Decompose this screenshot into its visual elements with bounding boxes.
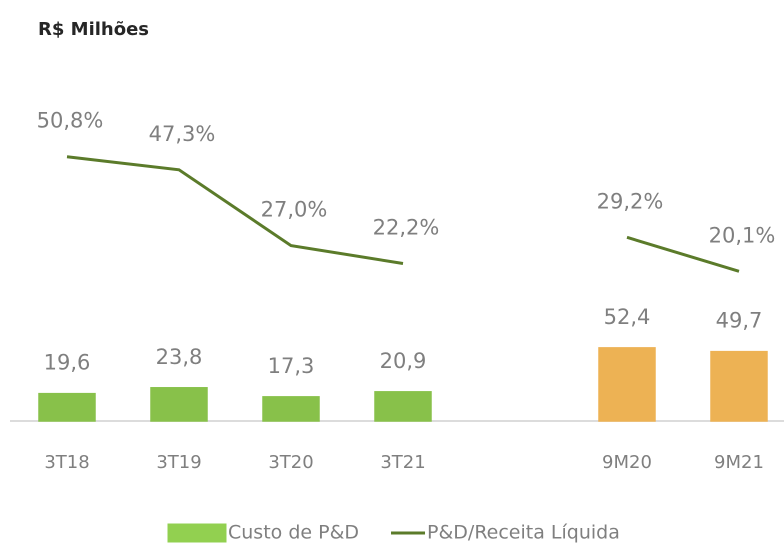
line-value-label: 29,2%	[597, 189, 664, 213]
bar	[374, 391, 432, 422]
bar-value-label: 17,3	[268, 354, 315, 378]
bar	[598, 347, 656, 422]
line	[66, 155, 740, 273]
legend-label: Custo de P&D	[228, 522, 359, 544]
x-tick-label: 9M20	[602, 452, 652, 473]
x-tick-label: 3T19	[156, 452, 201, 473]
bar-value-label: 52,4	[604, 305, 651, 329]
bar	[710, 350, 768, 422]
bar-value-label: 23,8	[156, 345, 203, 369]
bar	[262, 396, 320, 422]
line-value-label: 50,8%	[37, 109, 104, 133]
line-value-label: 22,2%	[373, 215, 440, 239]
legend-label: P&D/Receita Líquida	[427, 522, 620, 544]
bar-value-label: 49,7	[716, 309, 763, 333]
bar	[38, 392, 96, 422]
line-value-label: 47,3%	[149, 122, 216, 146]
line-value-label: 20,1%	[709, 223, 776, 247]
bar	[150, 387, 208, 422]
bar-value-label: 20,9	[380, 349, 427, 373]
x-tick-label: 3T18	[44, 452, 89, 473]
x-tick-label: 3T21	[380, 452, 425, 473]
chart-title: R$ Milhões	[38, 19, 149, 40]
x-tick-label: 9M21	[714, 452, 764, 473]
bar-value-label: 19,6	[44, 351, 91, 375]
legend-swatch	[167, 523, 227, 543]
x-tick-label: 3T20	[268, 452, 313, 473]
line-value-label: 27,0%	[261, 198, 328, 222]
